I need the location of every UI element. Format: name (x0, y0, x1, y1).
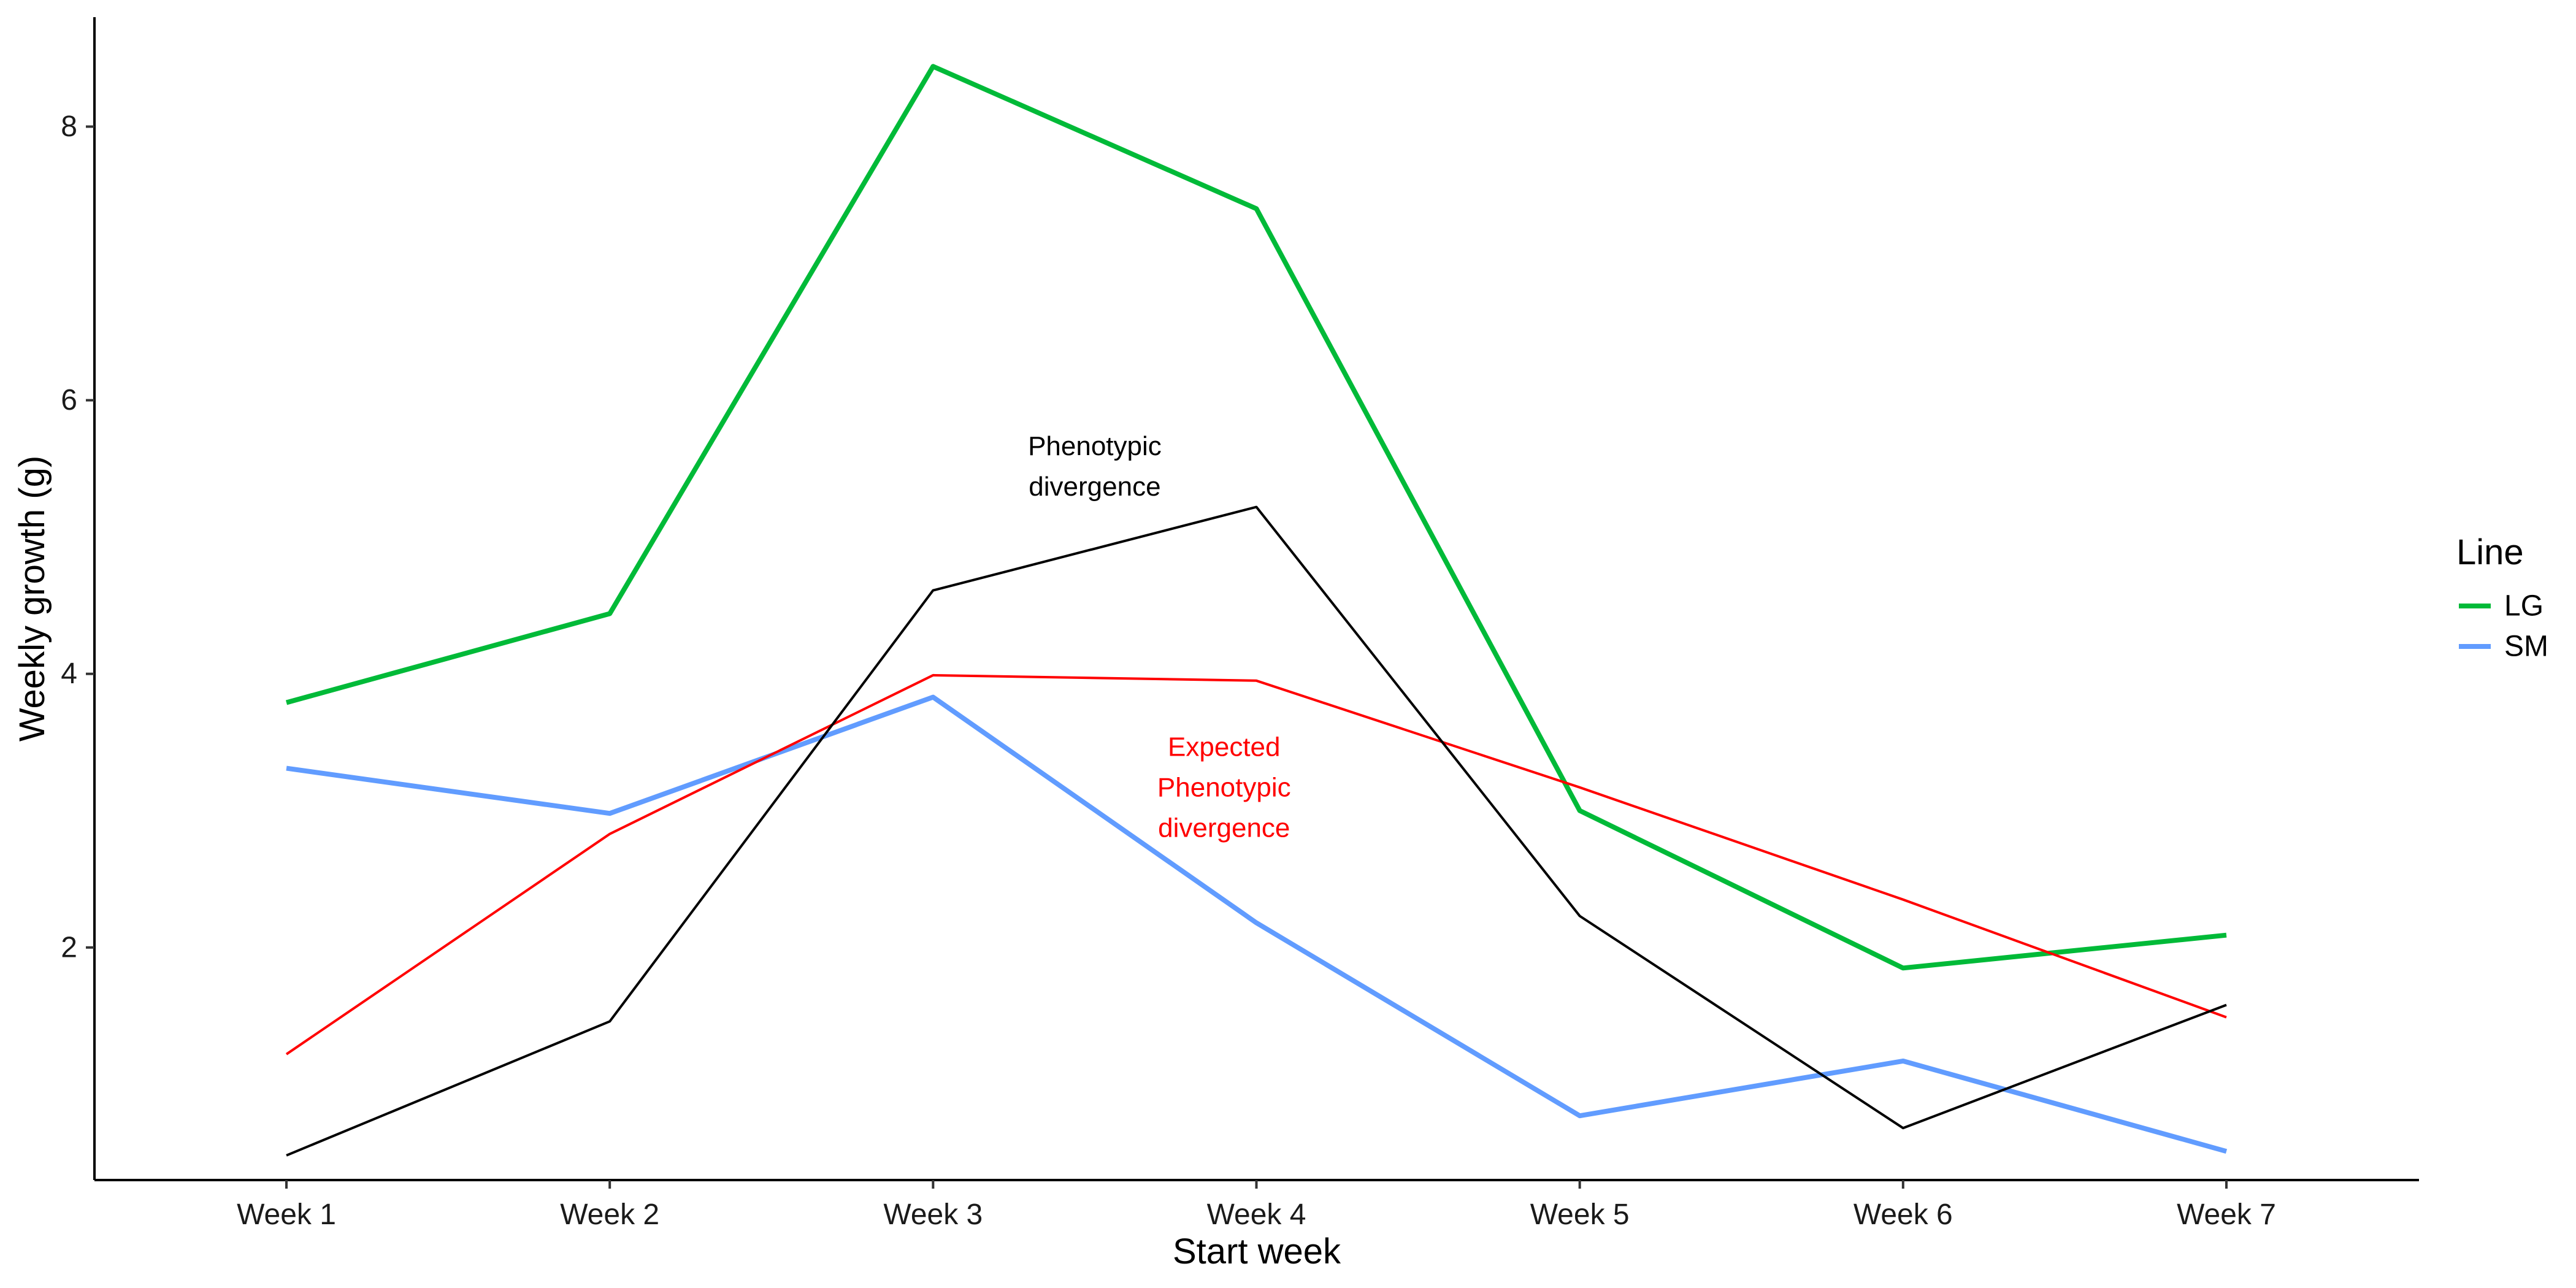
annotation-1: Expected Phenotypic divergence (1157, 732, 1291, 843)
legend: Line LG SM (2456, 532, 2548, 663)
x-tick-label: Week 6 (1853, 1198, 1953, 1231)
axes: 2 4 6 8 Week 1 Week 2 Week 3 Week 4 Week 5 Week 6… (12, 17, 2419, 1271)
x-axis-title: Start week (1173, 1232, 1341, 1271)
annotation-0: Phenotypic divergence (1028, 431, 1162, 502)
x-tick-label: Week 7 (2177, 1198, 2276, 1231)
x-tick-label: Week 5 (1530, 1198, 1630, 1231)
x-tick-label: Week 4 (1207, 1198, 1306, 1231)
series-line-unnamed-3 (286, 505, 2227, 1157)
series-line-sm (286, 694, 2228, 1154)
annotation-line: Phenotypic (1157, 773, 1291, 803)
annotation-line: divergence (1158, 813, 1290, 843)
x-tick-label: Week 1 (237, 1198, 336, 1231)
y-axis-title: Weekly growth (g) (12, 456, 52, 742)
y-tick-label: 4 (61, 657, 77, 690)
legend-label-sm: SM (2504, 631, 2548, 663)
y-tick-label: 8 (61, 110, 77, 143)
series-line-lg (285, 64, 2227, 971)
x-tick-label: Week 3 (883, 1198, 983, 1231)
annotations: Phenotypic divergence Expected Phenotypic di… (1028, 431, 1291, 843)
y-tick-label: 2 (61, 931, 77, 964)
annotation-line: Expected (1168, 732, 1280, 762)
series-line-unnamed-2 (285, 673, 2227, 1056)
legend-title: Line (2456, 532, 2524, 572)
y-tick-label: 6 (61, 384, 77, 416)
annotation-line: divergence (1029, 472, 1160, 502)
series-lines (285, 64, 2228, 1157)
annotation-line: Phenotypic (1028, 431, 1162, 461)
legend-label-lg: LG (2504, 590, 2543, 623)
x-tick-label: Week 2 (560, 1198, 659, 1231)
